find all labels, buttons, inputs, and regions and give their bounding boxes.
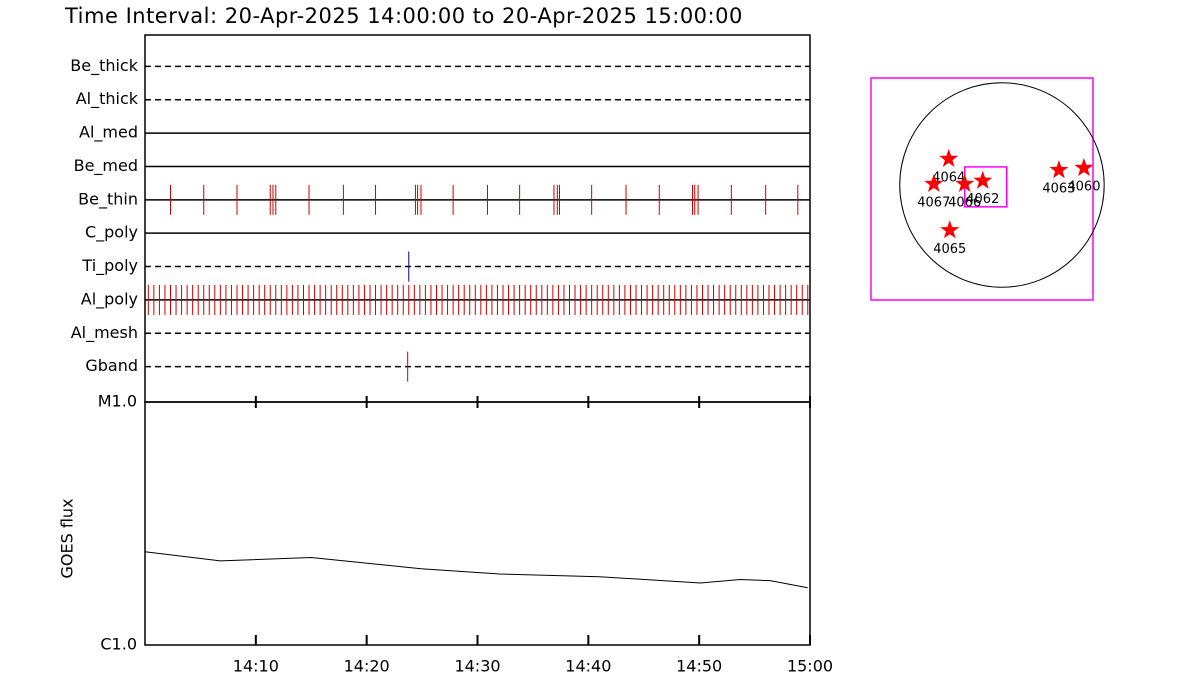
row-label: Be_med xyxy=(74,156,138,176)
region-label: 4063 xyxy=(1042,182,1075,197)
region-star xyxy=(1074,158,1094,177)
row-label: Be_thin xyxy=(78,189,138,209)
row-label: Gband xyxy=(85,356,138,375)
region-label: 4062 xyxy=(966,192,999,207)
row-label: Al_poly xyxy=(81,289,138,309)
row-label: Be_thick xyxy=(70,56,138,76)
x-tick-label: 15:00 xyxy=(787,657,833,676)
region-star xyxy=(940,220,960,239)
region-star xyxy=(955,173,975,192)
y-tick-label: M1.0 xyxy=(98,392,137,411)
map-frame xyxy=(870,77,1094,301)
region-star xyxy=(939,148,959,167)
y-tick-label: C1.0 xyxy=(100,635,137,654)
region-label: 4060 xyxy=(1067,179,1100,194)
region-star xyxy=(924,173,944,192)
panel-frame xyxy=(144,401,811,646)
region-label: 4066 xyxy=(948,195,981,210)
x-tick-label: 14:40 xyxy=(565,657,611,676)
row-label: Al_thick xyxy=(76,89,139,109)
x-tick-label: 14:30 xyxy=(454,657,500,676)
region-star xyxy=(1049,160,1069,179)
x-tick-label: 14:50 xyxy=(676,657,722,676)
region-label: 4067 xyxy=(917,195,950,210)
x-tick-label: 14:10 xyxy=(233,657,279,676)
region-star xyxy=(973,170,993,189)
x-tick-label: 14:20 xyxy=(344,657,390,676)
title: Time Interval: 20-Apr-2025 14:00:00 to 2… xyxy=(64,4,743,28)
row-label: Al_med xyxy=(79,123,138,143)
row-label: C_poly xyxy=(85,223,138,243)
solar-limb xyxy=(899,82,1105,288)
row-label: Al_mesh xyxy=(71,323,138,343)
y-axis-label: GOES flux xyxy=(58,498,77,578)
flux-line xyxy=(144,551,808,589)
row-label: Ti_poly xyxy=(81,256,138,276)
panel-frame xyxy=(144,34,811,403)
region-label: 4065 xyxy=(933,242,966,257)
